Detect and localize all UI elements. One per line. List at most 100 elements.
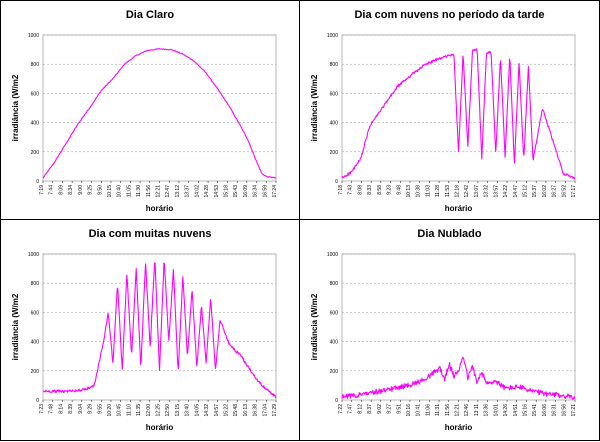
x-tick-label: 9:02 xyxy=(377,404,383,414)
y-tick-label: 600 xyxy=(31,310,40,316)
x-tick-label: 17:24 xyxy=(272,185,278,198)
x-tick-label: 8:12 xyxy=(357,404,363,414)
x-tick-label: 7:48 xyxy=(49,404,55,414)
chart-title: Dia Claro xyxy=(125,9,175,21)
x-tick-label: 8:37 xyxy=(367,404,373,414)
x-tick-label: 14:02 xyxy=(194,185,200,198)
x-tick-label: 14:57 xyxy=(214,404,220,417)
chart-title: Dia Nublado xyxy=(417,228,482,240)
x-tick-label: 11:56 xyxy=(445,404,451,416)
x-tick-label: 14:26 xyxy=(503,404,509,417)
chart-svg: 0 200 400 600 800 1000 7:18 7:43 8:08 8:33 8:58 9:2… xyxy=(310,33,577,213)
y-tick-label: 800 xyxy=(31,281,40,287)
x-tick-label: 12:21 xyxy=(156,185,162,198)
x-tick-label: 7:19 xyxy=(39,185,45,195)
x-tick-label: 16:06 xyxy=(542,404,548,417)
x-tick-label: 14:01 xyxy=(493,404,499,417)
x-tick-label: 7:22 xyxy=(338,404,344,414)
x-tick-label: 9:50 xyxy=(97,185,103,195)
x-tick-label: 12:50 xyxy=(165,404,171,417)
y-tick-label: 1000 xyxy=(28,252,39,258)
x-tick-label: 11:30 xyxy=(136,185,142,197)
x-tick-label: 14:51 xyxy=(513,404,519,417)
x-tick-label: 14:53 xyxy=(214,185,220,198)
x-tick-label: 9:48 xyxy=(396,185,402,195)
irradiance-series-line xyxy=(341,356,576,400)
x-tick-label: 10:41 xyxy=(416,404,422,417)
irradiance-series-line xyxy=(341,48,576,180)
chart-svg: 0 200 400 600 800 1000 7:22 7:47 8:12 8:37 9:02 9:2… xyxy=(310,252,577,432)
x-axis-label: horário xyxy=(445,423,473,432)
x-tick-label: 11:35 xyxy=(136,404,142,416)
chart-panel-2: Dia com nuvens no período da tarde 0 200 4… xyxy=(299,0,600,220)
x-tick-label: 16:34 xyxy=(253,185,259,198)
plot-area xyxy=(341,253,576,401)
x-tick-label: 15:22 xyxy=(223,404,229,417)
x-tick-label: 8:33 xyxy=(367,185,373,195)
chart-title: Dia com muitas nuvens xyxy=(88,228,212,240)
x-tick-label: 9:51 xyxy=(396,404,402,414)
x-tick-label: 9:00 xyxy=(78,185,84,195)
x-tick-label: 17:29 xyxy=(272,404,278,417)
x-tick-label: 8:39 xyxy=(68,404,74,414)
y-tick-label: 400 xyxy=(330,121,339,127)
x-tick-label: 14:28 xyxy=(204,185,210,198)
x-tick-label: 10:38 xyxy=(416,185,422,198)
x-tick-label: 8:09 xyxy=(58,185,64,195)
x-tick-label: 9:04 xyxy=(78,404,84,414)
x-tick-label: 13:07 xyxy=(474,185,480,198)
chart-title: Dia com nuvens no período da tarde xyxy=(354,9,545,21)
x-tick-label: 10:15 xyxy=(107,185,113,198)
x-tick-label: 8:08 xyxy=(357,185,363,195)
chart-panel-1: Dia Claro 0 200 400 600 800 1000 7:19 7:44 8:09 8… xyxy=(0,0,300,220)
irradiance-series-line xyxy=(42,48,277,179)
x-tick-label: 8:34 xyxy=(68,185,74,195)
x-tick-label: 13:15 xyxy=(175,404,181,417)
x-tick-label: 14:22 xyxy=(503,185,509,198)
x-tick-label: 9:55 xyxy=(97,404,103,414)
x-tick-label: 9:23 xyxy=(387,185,393,195)
x-tick-label: 17:17 xyxy=(571,185,577,198)
x-tick-label: 11:53 xyxy=(445,185,451,197)
x-tick-label: 16:02 xyxy=(542,185,548,198)
x-tick-label: 17:04 xyxy=(262,404,268,417)
x-tick-label: 13:32 xyxy=(484,185,490,198)
y-tick-label: 400 xyxy=(31,340,40,346)
x-tick-label: 7:18 xyxy=(338,185,344,195)
y-tick-label: 1000 xyxy=(327,33,338,39)
x-tick-label: 12:18 xyxy=(455,185,461,198)
x-tick-label: 13:11 xyxy=(474,404,480,416)
x-tick-label: 12:42 xyxy=(464,185,470,198)
chart-panel-3: Dia com muitas nuvens 0 200 400 600 800 1000 7… xyxy=(0,219,300,441)
x-tick-label: 13:36 xyxy=(484,404,490,417)
x-tick-label: 11:03 xyxy=(425,185,431,197)
x-axis-label: horário xyxy=(146,423,174,432)
x-tick-label: 15:48 xyxy=(233,404,239,417)
x-tick-label: 15:37 xyxy=(532,185,538,198)
x-tick-label: 16:13 xyxy=(243,404,249,417)
x-axis-label: horário xyxy=(445,204,473,213)
x-tick-label: 16:59 xyxy=(262,185,268,198)
x-tick-label: 7:23 xyxy=(39,404,45,414)
x-tick-label: 16:09 xyxy=(243,185,249,198)
plot-area xyxy=(42,253,277,401)
y-tick-label: 0 xyxy=(335,179,338,185)
x-tick-label: 12:25 xyxy=(156,404,162,417)
x-tick-label: 10:20 xyxy=(107,404,113,417)
x-tick-label: 12:21 xyxy=(455,404,461,417)
y-axis-label: irradiância (W/m2 xyxy=(11,74,20,141)
y-tick-label: 200 xyxy=(330,150,339,156)
x-tick-label: 15:18 xyxy=(223,185,229,198)
plot-area xyxy=(341,34,576,182)
x-tick-label: 11:28 xyxy=(435,185,441,197)
plot-area xyxy=(42,34,277,182)
x-tick-label: 16:31 xyxy=(552,404,558,417)
x-tick-label: 10:40 xyxy=(117,185,123,198)
x-tick-label: 8:14 xyxy=(58,404,64,414)
y-tick-label: 0 xyxy=(36,398,39,404)
x-tick-label: 10:13 xyxy=(406,185,412,198)
x-tick-label: 14:32 xyxy=(204,404,210,417)
y-tick-label: 600 xyxy=(330,91,339,97)
y-tick-label: 200 xyxy=(31,369,40,375)
y-tick-label: 1000 xyxy=(327,252,338,258)
